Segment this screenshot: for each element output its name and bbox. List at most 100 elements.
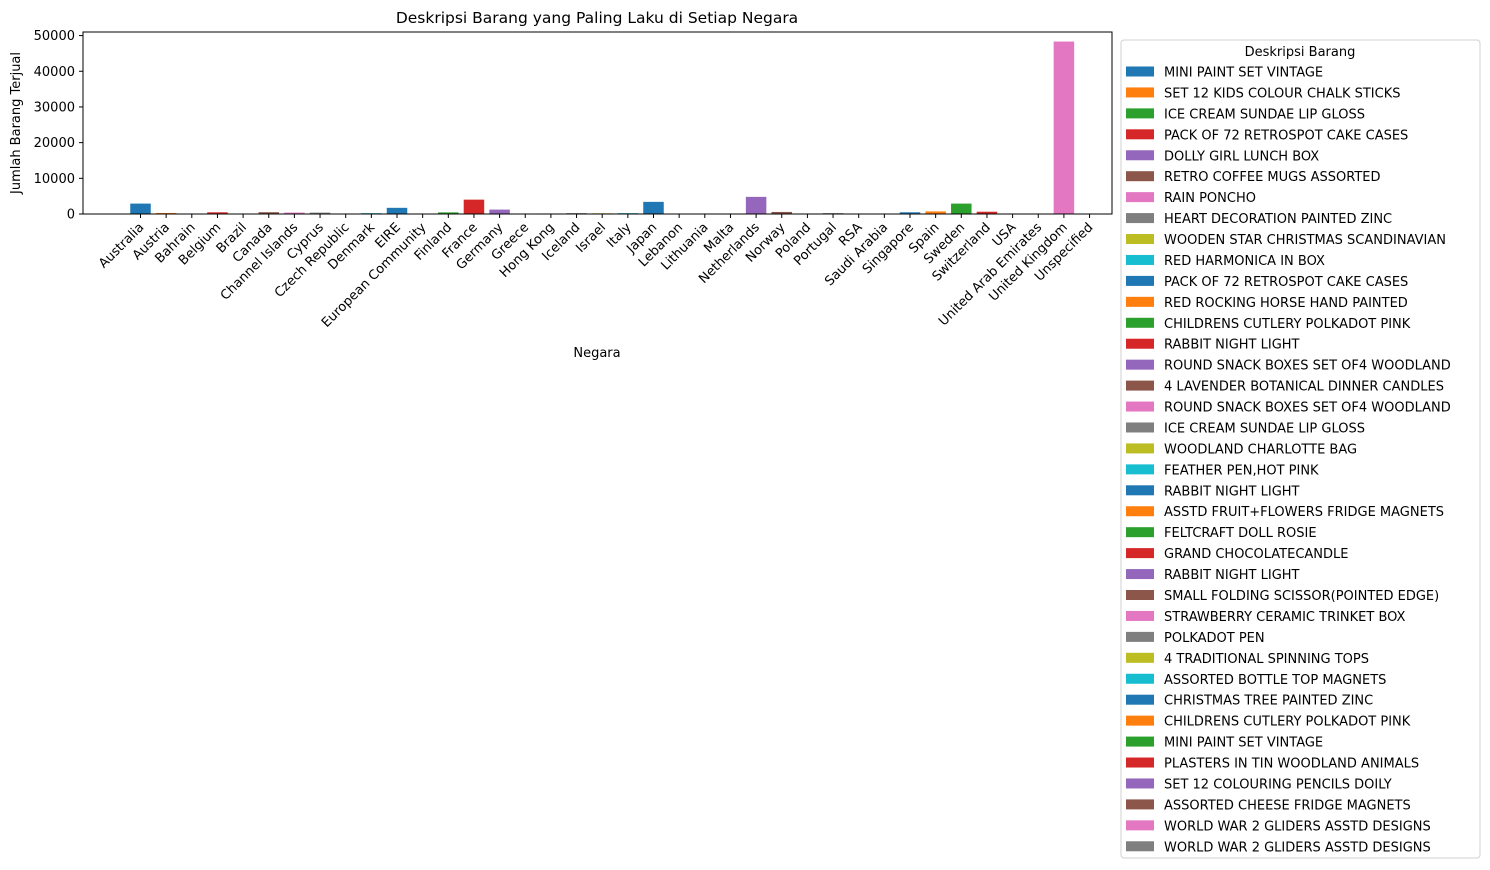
legend-label: WOODEN STAR CHRISTMAS SCANDINAVIAN [1164,233,1446,248]
bar [643,201,664,214]
legend-swatch [1126,694,1154,705]
y-axis-title-group: Jumlah Barang Terjual [9,52,24,195]
chart-title: Deskripsi Barang yang Paling Laku di Set… [396,9,798,27]
bar [438,212,459,214]
legend-swatch [1126,317,1154,328]
legend-swatch [1126,548,1154,559]
bar [899,212,921,214]
legend-label: WORLD WAR 2 GLIDERS ASSTD DESIGNS [1164,819,1431,834]
legend-swatch [1126,610,1154,621]
bar [207,212,228,214]
legend-swatch [1126,841,1154,852]
legend-swatch [1126,422,1154,433]
legend-swatch [1126,108,1154,119]
y-tick-label: 0 [67,208,75,223]
legend-label: RABBIT NIGHT LIGHT [1164,568,1300,583]
y-tick-label: 50000 [34,29,75,44]
legend-items: MINI PAINT SET VINTAGE SET 12 KIDS COLOUR… [1126,66,1451,855]
legend-swatch [1126,401,1154,412]
legend-swatch [1126,736,1154,747]
legend-label: MINI PAINT SET VINTAGE [1164,66,1323,81]
legend-label: CHILDRENS CUTLERY POLKADOT PINK [1164,715,1411,730]
bar [258,212,279,214]
legend-swatch [1126,820,1154,831]
bar [771,211,792,214]
legend: Deskripsi Barang MINI PAINT SET VINTAGE S… [1120,39,1481,859]
legend-swatch [1126,338,1154,349]
bar [1053,41,1075,214]
x-axis-title: Negara [573,346,620,361]
legend-label: MINI PAINT SET VINTAGE [1164,736,1323,751]
legend-swatch [1126,443,1154,454]
legend-swatch [1126,652,1154,663]
bar [130,203,151,214]
legend-label: STRAWBERRY CERAMIC TRINKET BOX [1164,610,1406,625]
legend-swatch [1126,296,1154,307]
legend-label: PACK OF 72 RETROSPOT CAKE CASES [1164,128,1408,143]
legend-label: ICE CREAM SUNDAE LIP GLOSS [1164,421,1365,436]
legend-label: ASSORTED BOTTLE TOP MAGNETS [1164,673,1386,688]
legend-swatch [1126,275,1154,286]
legend-label: ASSTD FRUIT+FLOWERS FRIDGE MAGNETS [1164,505,1444,520]
legend-label: RED ROCKING HORSE HAND PAINTED [1164,296,1408,311]
legend-label: FEATHER PEN,HOT PINK [1164,463,1319,478]
legend-swatch [1126,569,1154,580]
legend-swatch [1126,192,1154,203]
legend-label: SET 12 KIDS COLOUR CHALK STICKS [1164,86,1401,101]
legend-swatch [1126,527,1154,538]
y-tick-label: 40000 [34,65,75,80]
legend-swatch [1126,485,1154,496]
legend-swatch [1126,150,1154,161]
bar [489,209,510,214]
legend-label: SMALL FOLDING SCISSOR(POINTED EDGE) [1164,589,1439,604]
legend-swatch [1126,129,1154,140]
legend-swatch [1126,715,1154,726]
legend-label: WOODLAND CHARLOTTE BAG [1164,442,1357,457]
legend-swatch [1126,778,1154,789]
legend-label: RAIN PONCHO [1164,191,1256,206]
legend-swatch [1126,359,1154,370]
bar [309,212,331,214]
y-tick-label: 10000 [34,172,75,187]
legend-swatch [1126,757,1154,768]
legend-frame [1120,39,1481,859]
bar [155,212,177,214]
legend-label: POLKADOT PEN [1164,631,1265,646]
legend-swatch [1126,254,1154,265]
legend-label: ROUND SNACK BOXES SET OF4 WOODLAND [1164,401,1451,416]
legend-label: ROUND SNACK BOXES SET OF4 WOODLAND [1164,359,1451,374]
legend-swatch [1126,799,1154,810]
legend-label: SET 12 COLOURING PENCILS DOILY [1164,777,1392,792]
legend-label: ICE CREAM SUNDAE LIP GLOSS [1164,107,1365,122]
legend-swatch [1126,506,1154,517]
legend-swatch [1126,673,1154,684]
legend-title: Deskripsi Barang [1245,45,1356,60]
bar [951,203,972,214]
y-tick-label: 30000 [34,100,75,115]
x-tick-label: Israel [573,220,609,256]
legend-label: RED HARMONICA IN BOX [1164,254,1325,269]
axes-group: 01000020000300004000050000AustraliaAustr… [34,29,1113,331]
bar [386,207,408,214]
legend-label: RETRO COFFEE MUGS ASSORTED [1164,170,1380,185]
legend-swatch [1126,631,1154,642]
legend-label: 4 LAVENDER BOTANICAL DINNER CANDLES [1164,380,1444,395]
legend-label: DOLLY GIRL LUNCH BOX [1164,149,1319,164]
legend-label: WORLD WAR 2 GLIDERS ASSTD DESIGNS [1164,840,1431,855]
legend-label: PACK OF 72 RETROSPOT CAKE CASES [1164,275,1408,290]
legend-label: FELTCRAFT DOLL ROSIE [1164,526,1317,541]
legend-label: ASSORTED CHEESE FRIDGE MAGNETS [1164,798,1411,813]
legend-label: RABBIT NIGHT LIGHT [1164,484,1300,499]
y-tick-label: 20000 [34,136,75,151]
bar [925,211,946,214]
legend-swatch [1126,213,1154,224]
legend-swatch [1126,234,1154,245]
legend-label: CHILDRENS CUTLERY POLKADOT PINK [1164,317,1411,332]
legend-swatch [1126,590,1154,600]
bars-group [130,41,1100,214]
bar [284,212,305,214]
bar [463,199,485,214]
legend-swatch [1126,66,1154,77]
legend-label: HEART DECORATION PAINTED ZINC [1164,212,1392,227]
